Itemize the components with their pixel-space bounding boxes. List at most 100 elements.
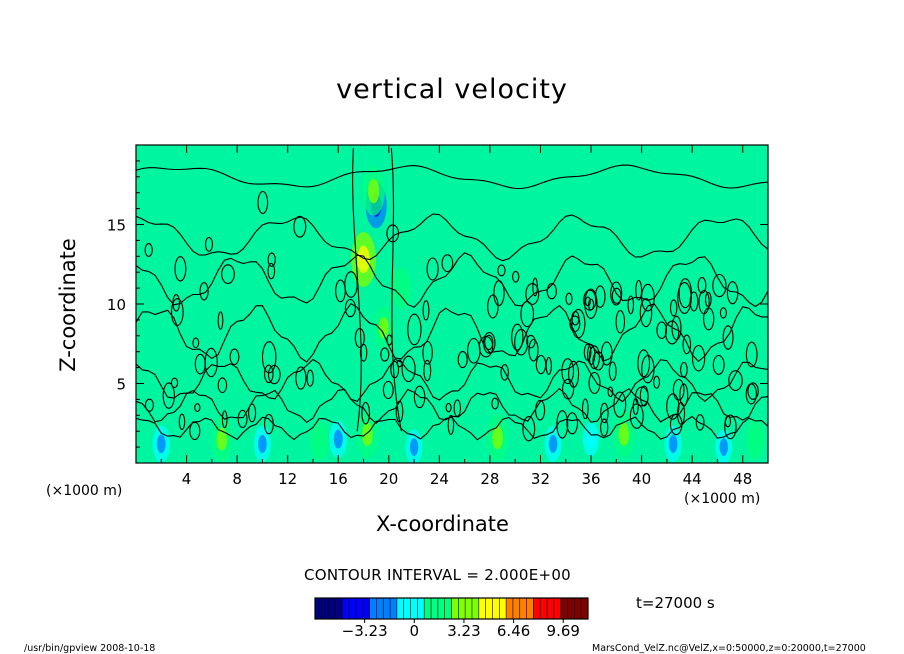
contour-loop xyxy=(581,398,589,420)
contour-loop xyxy=(483,332,496,354)
contour-loop xyxy=(467,337,481,364)
contour-loop xyxy=(569,315,581,333)
time-label: t=27000 s xyxy=(636,594,715,612)
colorbar-segment xyxy=(567,598,575,619)
contour-loop xyxy=(491,397,499,410)
colorbar-segment xyxy=(478,598,487,619)
contour-loop xyxy=(361,401,371,425)
contour-loop xyxy=(445,402,452,413)
contour-loop xyxy=(493,280,505,307)
contour-loop xyxy=(629,403,644,429)
contour-loop xyxy=(526,334,536,349)
contour-loop xyxy=(728,370,743,392)
contour-loop xyxy=(698,289,710,315)
contour-loop xyxy=(500,364,509,381)
contour-loop xyxy=(511,323,524,351)
contour-loop xyxy=(407,313,422,346)
contour-loop xyxy=(719,307,727,319)
contour-loop xyxy=(600,402,609,424)
colorbar-segment xyxy=(547,598,555,619)
x-axis-label: X-coordinate xyxy=(376,512,509,536)
contour-loop xyxy=(422,340,433,365)
contour-loop xyxy=(677,282,692,314)
y-tick-label: 10 xyxy=(107,296,126,314)
colorbar-segment xyxy=(506,598,514,619)
contour-loop xyxy=(267,364,281,385)
x-tick-label: 32 xyxy=(531,470,550,488)
downdraft-blob-core xyxy=(333,429,343,449)
chart-title: vertical velocity xyxy=(336,74,568,105)
colorbar-segment xyxy=(533,598,541,619)
contour-loop xyxy=(295,366,307,390)
contour-loop xyxy=(566,412,579,435)
updraft-blob-core xyxy=(361,422,373,447)
contour-loop xyxy=(423,359,432,382)
contour-loop xyxy=(672,378,685,401)
contour-loop xyxy=(396,359,403,368)
contour-loop xyxy=(497,264,506,277)
colorbar-segment xyxy=(424,598,432,619)
footer-left: /usr/bin/gpview 2008-10-18 xyxy=(24,643,156,654)
contour-loop xyxy=(695,414,705,431)
colorbar-segment xyxy=(390,598,398,619)
contour-loop xyxy=(422,300,430,321)
updraft-blob-core xyxy=(378,317,389,339)
contour-lines xyxy=(136,148,768,442)
x-tick-label: 28 xyxy=(480,470,499,488)
downdraft-blob-core xyxy=(156,434,166,454)
colorbar-segment xyxy=(349,598,357,619)
contour-loop xyxy=(745,383,757,405)
contour-loop xyxy=(680,361,688,378)
colorbar-segment xyxy=(574,598,582,619)
colorbar-segment xyxy=(492,598,500,619)
contour-loop xyxy=(293,215,307,238)
x-tick-label: 12 xyxy=(278,470,297,488)
colorbar-segment xyxy=(396,598,405,619)
contour-loop xyxy=(144,398,154,412)
contour-loop xyxy=(413,385,426,409)
contour-loop xyxy=(354,328,365,348)
colorbar-segment xyxy=(560,598,568,619)
colorbar-segment xyxy=(471,598,480,619)
colorbar-segment xyxy=(519,598,527,619)
contour-loop xyxy=(359,343,368,362)
colorbar-segment xyxy=(362,598,370,619)
downdraft-blob-core xyxy=(548,434,558,453)
x-tick-label: 24 xyxy=(430,470,449,488)
contour-loop xyxy=(267,262,276,280)
contour-loop xyxy=(608,361,617,381)
colorbar-frame xyxy=(314,597,589,620)
contour-line xyxy=(136,358,768,403)
x-tick-label: 20 xyxy=(379,470,398,488)
colorbar-segment xyxy=(328,598,336,619)
contour-line xyxy=(136,213,768,262)
contour-loop xyxy=(635,279,643,301)
colorbar-segment xyxy=(315,598,323,619)
contour-loop xyxy=(634,386,649,407)
contour-loop xyxy=(221,264,235,284)
contour-loop xyxy=(199,282,209,301)
downdraft-blob-core xyxy=(668,434,678,454)
contour-loop xyxy=(669,299,678,317)
colorbar-segment xyxy=(355,598,364,619)
updraft-blob-core xyxy=(368,178,380,204)
contour-loop xyxy=(487,294,499,319)
contour-loop xyxy=(682,334,692,355)
contour-loop xyxy=(525,283,540,305)
contour-loop xyxy=(170,377,179,389)
contour-loop xyxy=(588,345,600,370)
contour-loop xyxy=(192,337,200,349)
contour-loop xyxy=(528,338,539,362)
colorbar-segment xyxy=(444,598,452,619)
x-tick-label: 40 xyxy=(632,470,651,488)
updraft-blob-core xyxy=(750,428,761,450)
contour-loop xyxy=(426,257,439,281)
colorbar-segment xyxy=(417,598,425,619)
colorbar: −3.23 0 3.23 6.46 9.69 xyxy=(314,597,589,640)
contour-loop xyxy=(237,409,248,429)
colorbar-segment xyxy=(376,598,384,619)
contour-loop xyxy=(600,418,609,437)
contour-loop xyxy=(248,403,257,423)
colorbar-segment xyxy=(431,598,439,619)
contour-loop xyxy=(512,270,520,283)
